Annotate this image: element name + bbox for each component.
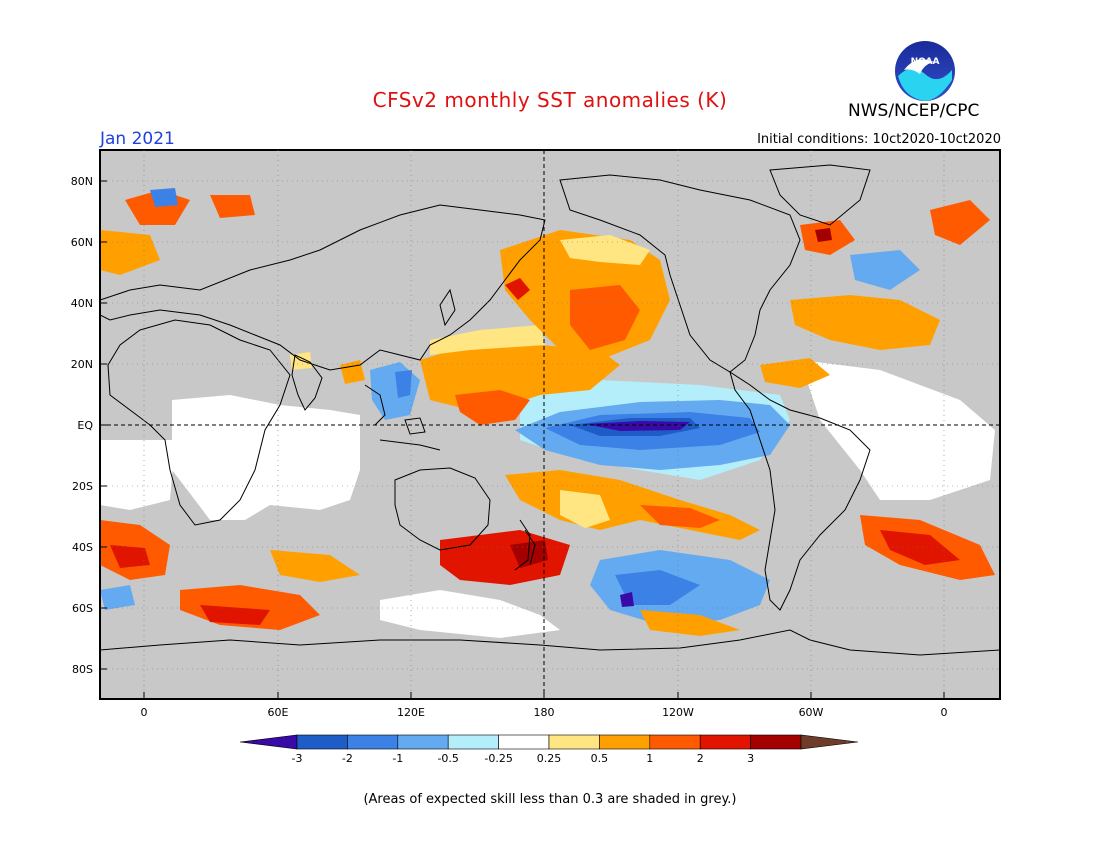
lat-label: 40S — [72, 541, 93, 554]
noaa-logo: NOAA — [895, 41, 955, 101]
lat-label: 20N — [71, 358, 93, 371]
anomaly-warm-bob — [340, 360, 365, 384]
lon-label: 60E — [268, 706, 289, 719]
anomaly-neutral-atlantic — [800, 360, 995, 500]
colorbar-tick-label: -0.25 — [484, 752, 512, 765]
colorbar-segment — [397, 734, 449, 750]
anomaly-warm-nordic — [930, 200, 990, 245]
anomaly-cool-sw — [100, 585, 135, 610]
colorbar-segment — [447, 734, 499, 750]
colorbar-tick-label: 1 — [646, 752, 653, 765]
lat-label: EQ — [77, 419, 93, 432]
colorbar-segment — [649, 734, 701, 750]
colorbar-min-arrow — [239, 734, 298, 750]
skill-footnote: (Areas of expected skill less than 0.3 a… — [363, 792, 737, 807]
colorbar-tick-label: 2 — [697, 752, 704, 765]
anomaly-yellow-spac — [560, 490, 610, 528]
anomaly-hottest-tasman — [510, 540, 548, 568]
anomaly-warm-sio-n — [270, 550, 360, 582]
anomaly-warm-caribbean — [760, 358, 830, 388]
anomaly-cool-scs-core — [395, 370, 412, 398]
anomaly-warm-spac-core — [640, 505, 720, 528]
forecast-month: Jan 2021 — [100, 129, 175, 149]
lon-label: 0 — [141, 706, 148, 719]
anomaly-warm-natl — [790, 295, 940, 350]
lat-label: 80N — [71, 175, 93, 188]
lon-label: 120E — [397, 706, 425, 719]
colorbar-segment — [498, 734, 550, 750]
colorbar: -3 -2 -1 -0.5 -0.25 0.25 0.5 1 2 3 — [239, 734, 859, 765]
anomaly-warm-nsea — [100, 230, 160, 275]
anomaly-cool-barents — [150, 188, 178, 207]
lat-label: 20S — [72, 480, 93, 493]
colorbar-tick-label: 0.5 — [591, 752, 609, 765]
map-title: CFSv2 monthly SST anomalies (K) — [372, 88, 728, 112]
logo-text: NOAA — [911, 57, 940, 67]
colorbar-segment — [750, 734, 802, 750]
anomaly-warm-wpac-core — [455, 390, 530, 425]
colorbar-segment — [548, 734, 600, 750]
anomaly-hot-sio — [200, 605, 270, 625]
lon-label: 0 — [941, 706, 948, 719]
anomaly-warm-kara — [210, 195, 255, 218]
lon-ticks: 0 60E 120E 180 120W 60W 0 — [141, 150, 948, 719]
lat-label: 60S — [72, 602, 93, 615]
colorbar-segment — [599, 734, 651, 750]
anomaly-coldest-eqpac — [585, 421, 690, 431]
anomaly-cool-natl — [850, 250, 920, 290]
colorbar-tick-label: -0.5 — [437, 752, 458, 765]
anomaly-neutral-atlantic-s — [100, 440, 175, 510]
colorbar-max-arrow — [800, 734, 859, 750]
anomaly-hot-labrador — [815, 228, 832, 242]
lat-label: 60N — [71, 236, 93, 249]
colorbar-tick-label: 3 — [747, 752, 754, 765]
agency-label: NWS/NCEP/CPC — [848, 101, 980, 121]
colorbar-segment — [347, 734, 399, 750]
anomaly-hot-satl-e — [880, 530, 960, 565]
anomaly-warm-npac-core — [570, 285, 640, 350]
anomaly-cool-spac-mid — [615, 570, 700, 605]
lon-label: 120W — [662, 706, 694, 719]
anomaly-cold-spac-core — [620, 592, 634, 607]
anomaly-warm-spac-s — [640, 610, 740, 636]
colorbar-segment — [699, 734, 751, 750]
colorbar-tick-label: -2 — [342, 752, 353, 765]
lat-ticks: 80N 60N 40N 20N EQ 20S 40S 60S 80S — [71, 175, 1000, 676]
anomaly-neutral-indian — [172, 395, 360, 520]
colorbar-segment — [296, 734, 348, 750]
colorbar-tick-label: 0.25 — [537, 752, 562, 765]
lon-label: 60W — [799, 706, 824, 719]
lon-label: 180 — [534, 706, 555, 719]
lat-label: 80S — [72, 663, 93, 676]
colorbar-tick-label: -1 — [392, 752, 403, 765]
colorbar-tick-label: -3 — [292, 752, 303, 765]
anomaly-yellow-npac — [560, 235, 650, 265]
anomaly-hot-satl-w — [110, 545, 150, 568]
anomaly-hot-spot — [505, 278, 530, 300]
initial-conditions: Initial conditions: 10ct2020-10ct2020 — [757, 132, 1001, 147]
lat-label: 40N — [71, 297, 93, 310]
anomaly-yellow-wpac — [430, 325, 545, 355]
coastlines — [100, 164, 1000, 656]
anomaly-neutral-southern — [380, 590, 560, 638]
